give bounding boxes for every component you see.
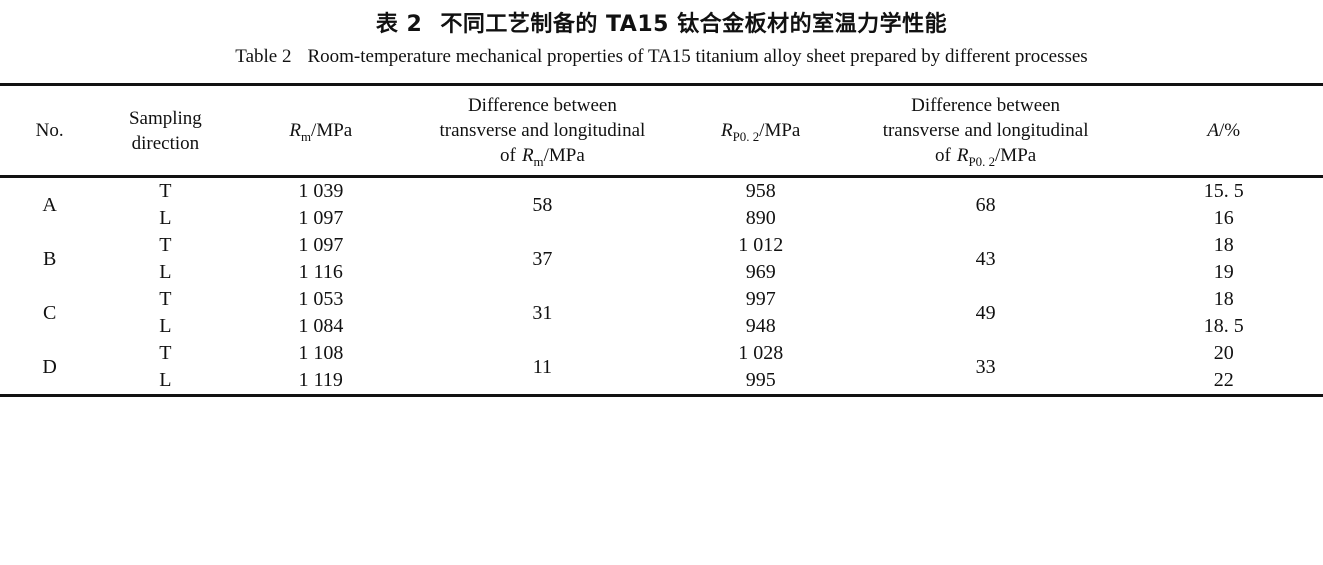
direction-cell: T bbox=[159, 180, 172, 203]
no-cell: A bbox=[42, 193, 57, 216]
rp-diff-cell: 43 bbox=[975, 247, 996, 270]
rp-cell: 969 bbox=[745, 261, 776, 284]
rp-cell: 995 bbox=[745, 369, 776, 392]
properties-table: No. Sampling direction Rm/MPa Difference… bbox=[0, 83, 1323, 398]
caption-zh-text: 不同工艺制备的 TA15 钛合金板材的室温力学性能 bbox=[440, 12, 948, 37]
rm-cell: 1 116 bbox=[298, 261, 343, 284]
a-cell: 19 bbox=[1213, 261, 1234, 284]
table-group-c: C T 1 053 31 997 49 18 L 1 084 948 18. 5 bbox=[0, 286, 1323, 340]
col-rm-diff-header: Difference between transverse and longit… bbox=[410, 84, 675, 179]
rp-cell: 958 bbox=[745, 180, 776, 203]
direction-cell: T bbox=[159, 342, 172, 365]
rm-diff-cell: 58 bbox=[532, 193, 553, 216]
col-rp-diff-header: Difference between transverse and longit… bbox=[846, 84, 1125, 179]
direction-cell: L bbox=[159, 207, 172, 230]
no-cell: C bbox=[42, 301, 57, 324]
a-cell: 20 bbox=[1213, 342, 1234, 365]
direction-cell: L bbox=[159, 315, 172, 338]
table-row: A T 1 039 58 958 68 15. 5 bbox=[0, 177, 1323, 216]
rp-cell: 1 028 bbox=[738, 342, 784, 365]
col-no-header: No. bbox=[0, 84, 100, 179]
rm-cell: 1 053 bbox=[298, 288, 344, 311]
no-cell: B bbox=[42, 247, 57, 270]
rm-cell: 1 097 bbox=[298, 207, 344, 230]
rm-cell: 1 108 bbox=[298, 342, 344, 365]
col-a-header: A/% bbox=[1124, 84, 1323, 179]
direction-cell: L bbox=[159, 369, 172, 392]
rm-cell: 1 039 bbox=[298, 180, 344, 203]
a-cell: 18 bbox=[1213, 288, 1234, 311]
rm-diff-cell: 31 bbox=[532, 301, 553, 324]
caption-en-label: Table 2 bbox=[235, 46, 292, 67]
a-cell: 16 bbox=[1213, 207, 1234, 230]
rp-cell: 948 bbox=[745, 315, 776, 338]
rp-cell: 997 bbox=[745, 288, 776, 311]
table-row: B T 1 097 37 1 012 43 18 bbox=[0, 232, 1323, 270]
a-cell: 18 bbox=[1213, 234, 1234, 257]
table-group-d: D T 1 108 11 1 028 33 20 L 1 119 995 22 bbox=[0, 340, 1323, 396]
caption-en-text: Room-temperature mechanical properties o… bbox=[307, 46, 1088, 67]
table-header: No. Sampling direction Rm/MPa Difference… bbox=[0, 84, 1323, 179]
table-row: L 1 084 948 18. 5 bbox=[0, 313, 1323, 340]
col-rp-header: RP0. 2/MPa bbox=[674, 84, 847, 179]
table-row: C T 1 053 31 997 49 18 bbox=[0, 286, 1323, 324]
rp-diff-cell: 49 bbox=[975, 301, 996, 324]
table-group-a: A T 1 039 58 958 68 15. 5 L 1 097 890 16 bbox=[0, 177, 1323, 233]
rm-cell: 1 097 bbox=[298, 234, 344, 257]
rm-diff-cell: 37 bbox=[532, 247, 553, 270]
table-row: L 1 116 969 19 bbox=[0, 259, 1323, 286]
rp-cell: 1 012 bbox=[738, 234, 784, 257]
rp-cell: 890 bbox=[745, 207, 776, 230]
direction-cell: L bbox=[159, 261, 172, 284]
rm-cell: 1 119 bbox=[298, 369, 343, 392]
table-row: L 1 119 995 22 bbox=[0, 367, 1323, 396]
table-row: L 1 097 890 16 bbox=[0, 205, 1323, 232]
col-rm-header: Rm/MPa bbox=[231, 84, 411, 179]
a-cell: 15. 5 bbox=[1203, 180, 1244, 203]
col-direction-header: Sampling direction bbox=[99, 84, 232, 179]
table-caption-zh: 表 2 不同工艺制备的 TA15 钛合金板材的室温力学性能 bbox=[0, 0, 1323, 38]
a-cell: 22 bbox=[1213, 369, 1234, 392]
direction-cell: T bbox=[159, 234, 172, 257]
rp-diff-cell: 68 bbox=[975, 193, 996, 216]
direction-cell: T bbox=[159, 288, 172, 311]
rm-diff-cell: 11 bbox=[532, 355, 553, 378]
table-row: D T 1 108 11 1 028 33 20 bbox=[0, 340, 1323, 378]
rp-diff-cell: 33 bbox=[975, 355, 996, 378]
a-cell: 18. 5 bbox=[1203, 315, 1244, 338]
table-caption-en: Table 2 Room-temperature mechanical prope… bbox=[0, 46, 1323, 68]
no-cell: D bbox=[42, 355, 57, 378]
caption-zh-label: 表 2 bbox=[375, 12, 423, 37]
table-group-b: B T 1 097 37 1 012 43 18 L 1 116 969 19 bbox=[0, 232, 1323, 286]
rm-cell: 1 084 bbox=[298, 315, 344, 338]
